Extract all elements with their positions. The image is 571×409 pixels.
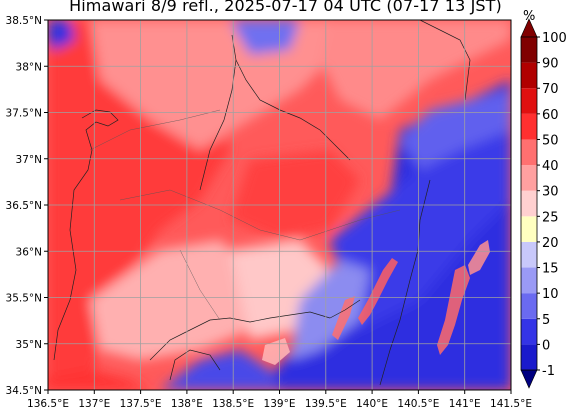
colorbar-tick-label: 30	[542, 185, 559, 200]
colorbar-frame	[520, 36, 538, 371]
coastlines	[53, 20, 471, 386]
colorbar-tick-label: 100	[542, 31, 567, 46]
colorbar-tick-label: 60	[542, 108, 559, 123]
y-tick-label: 35.5°N	[6, 293, 42, 305]
colorbar-segment	[521, 241, 537, 268]
x-tick-label: 137.5°E	[120, 398, 162, 409]
colorbar-segment	[521, 139, 537, 166]
x-tick-label: 139°E	[264, 398, 296, 409]
colorbar-unit: %	[523, 9, 536, 24]
y-tick-label: 36.5°N	[6, 200, 42, 212]
colorbar-extend-max	[520, 18, 538, 38]
colorbar-segment	[521, 318, 537, 345]
colorbar-segment	[521, 293, 537, 319]
x-tick-label: 140.5°E	[397, 398, 439, 409]
colorbar-segment	[521, 88, 537, 114]
x-tick-label: 136.5°E	[27, 398, 69, 409]
y-tick-label: 34.5°N	[6, 385, 42, 397]
colorbar-segment	[521, 37, 537, 63]
colorbar-segment	[521, 344, 537, 370]
y-tick-label: 38°N	[16, 61, 42, 73]
y-tick-label: 38.5°N	[6, 15, 42, 27]
y-tick-label: 37°N	[16, 154, 42, 166]
colorbar-tick-label: 20	[542, 236, 559, 251]
colorbar-tick-label: -1	[542, 364, 555, 379]
y-tick-label: 37.5°N	[6, 108, 42, 120]
colorbar-tick-label: 50	[542, 133, 559, 148]
colorbar-tick-label: 0	[542, 338, 550, 353]
x-tick-label: 140°E	[356, 398, 388, 409]
y-axis: 34.5°N 35°N 35.5°N 36°N 36.5°N 37°N 37.5°N 38°N…	[6, 15, 48, 397]
x-tick-label: 138.5°E	[212, 398, 254, 409]
x-tick-label: 138°E	[171, 398, 203, 409]
colorbar-segment	[521, 216, 537, 242]
colorbar-tick-label: 70	[542, 82, 559, 97]
y-tick-label: 35°N	[16, 339, 42, 351]
colorbar-segment	[521, 113, 537, 140]
x-tick-label: 141.5°E	[490, 398, 532, 409]
y-tick-label: 36°N	[16, 246, 42, 258]
colorbar-tick-label: 40	[542, 159, 559, 174]
colorbar-tick-label: 25	[542, 210, 559, 225]
graticule	[48, 20, 511, 390]
colorbar-tick-label: 15	[542, 262, 559, 277]
colorbar: -1 0 5 10 15 20 25 30 40 50 60 70 90 100	[520, 18, 567, 389]
colorbar-tick-label: 90	[542, 57, 559, 72]
colorbar-tick-label: 5	[542, 313, 550, 328]
colorbar-segment	[521, 190, 537, 217]
colorbar-extend-min	[520, 369, 538, 389]
x-tick-label: 141°E	[449, 398, 481, 409]
colorbar-segment	[521, 62, 537, 89]
colorbar-tick-label: 10	[542, 287, 559, 302]
x-tick-label: 139.5°E	[305, 398, 347, 409]
colorbar-segment	[521, 267, 537, 294]
x-tick-label: 137°E	[78, 398, 110, 409]
x-axis: 136.5°E 137°E 137.5°E 138°E 138.5°E 139°E 139.…	[27, 390, 532, 409]
colorbar-segment	[521, 165, 537, 191]
map-title: Himawari 8/9 refl., 2025-07-17 04 UTC (0…	[69, 0, 502, 15]
